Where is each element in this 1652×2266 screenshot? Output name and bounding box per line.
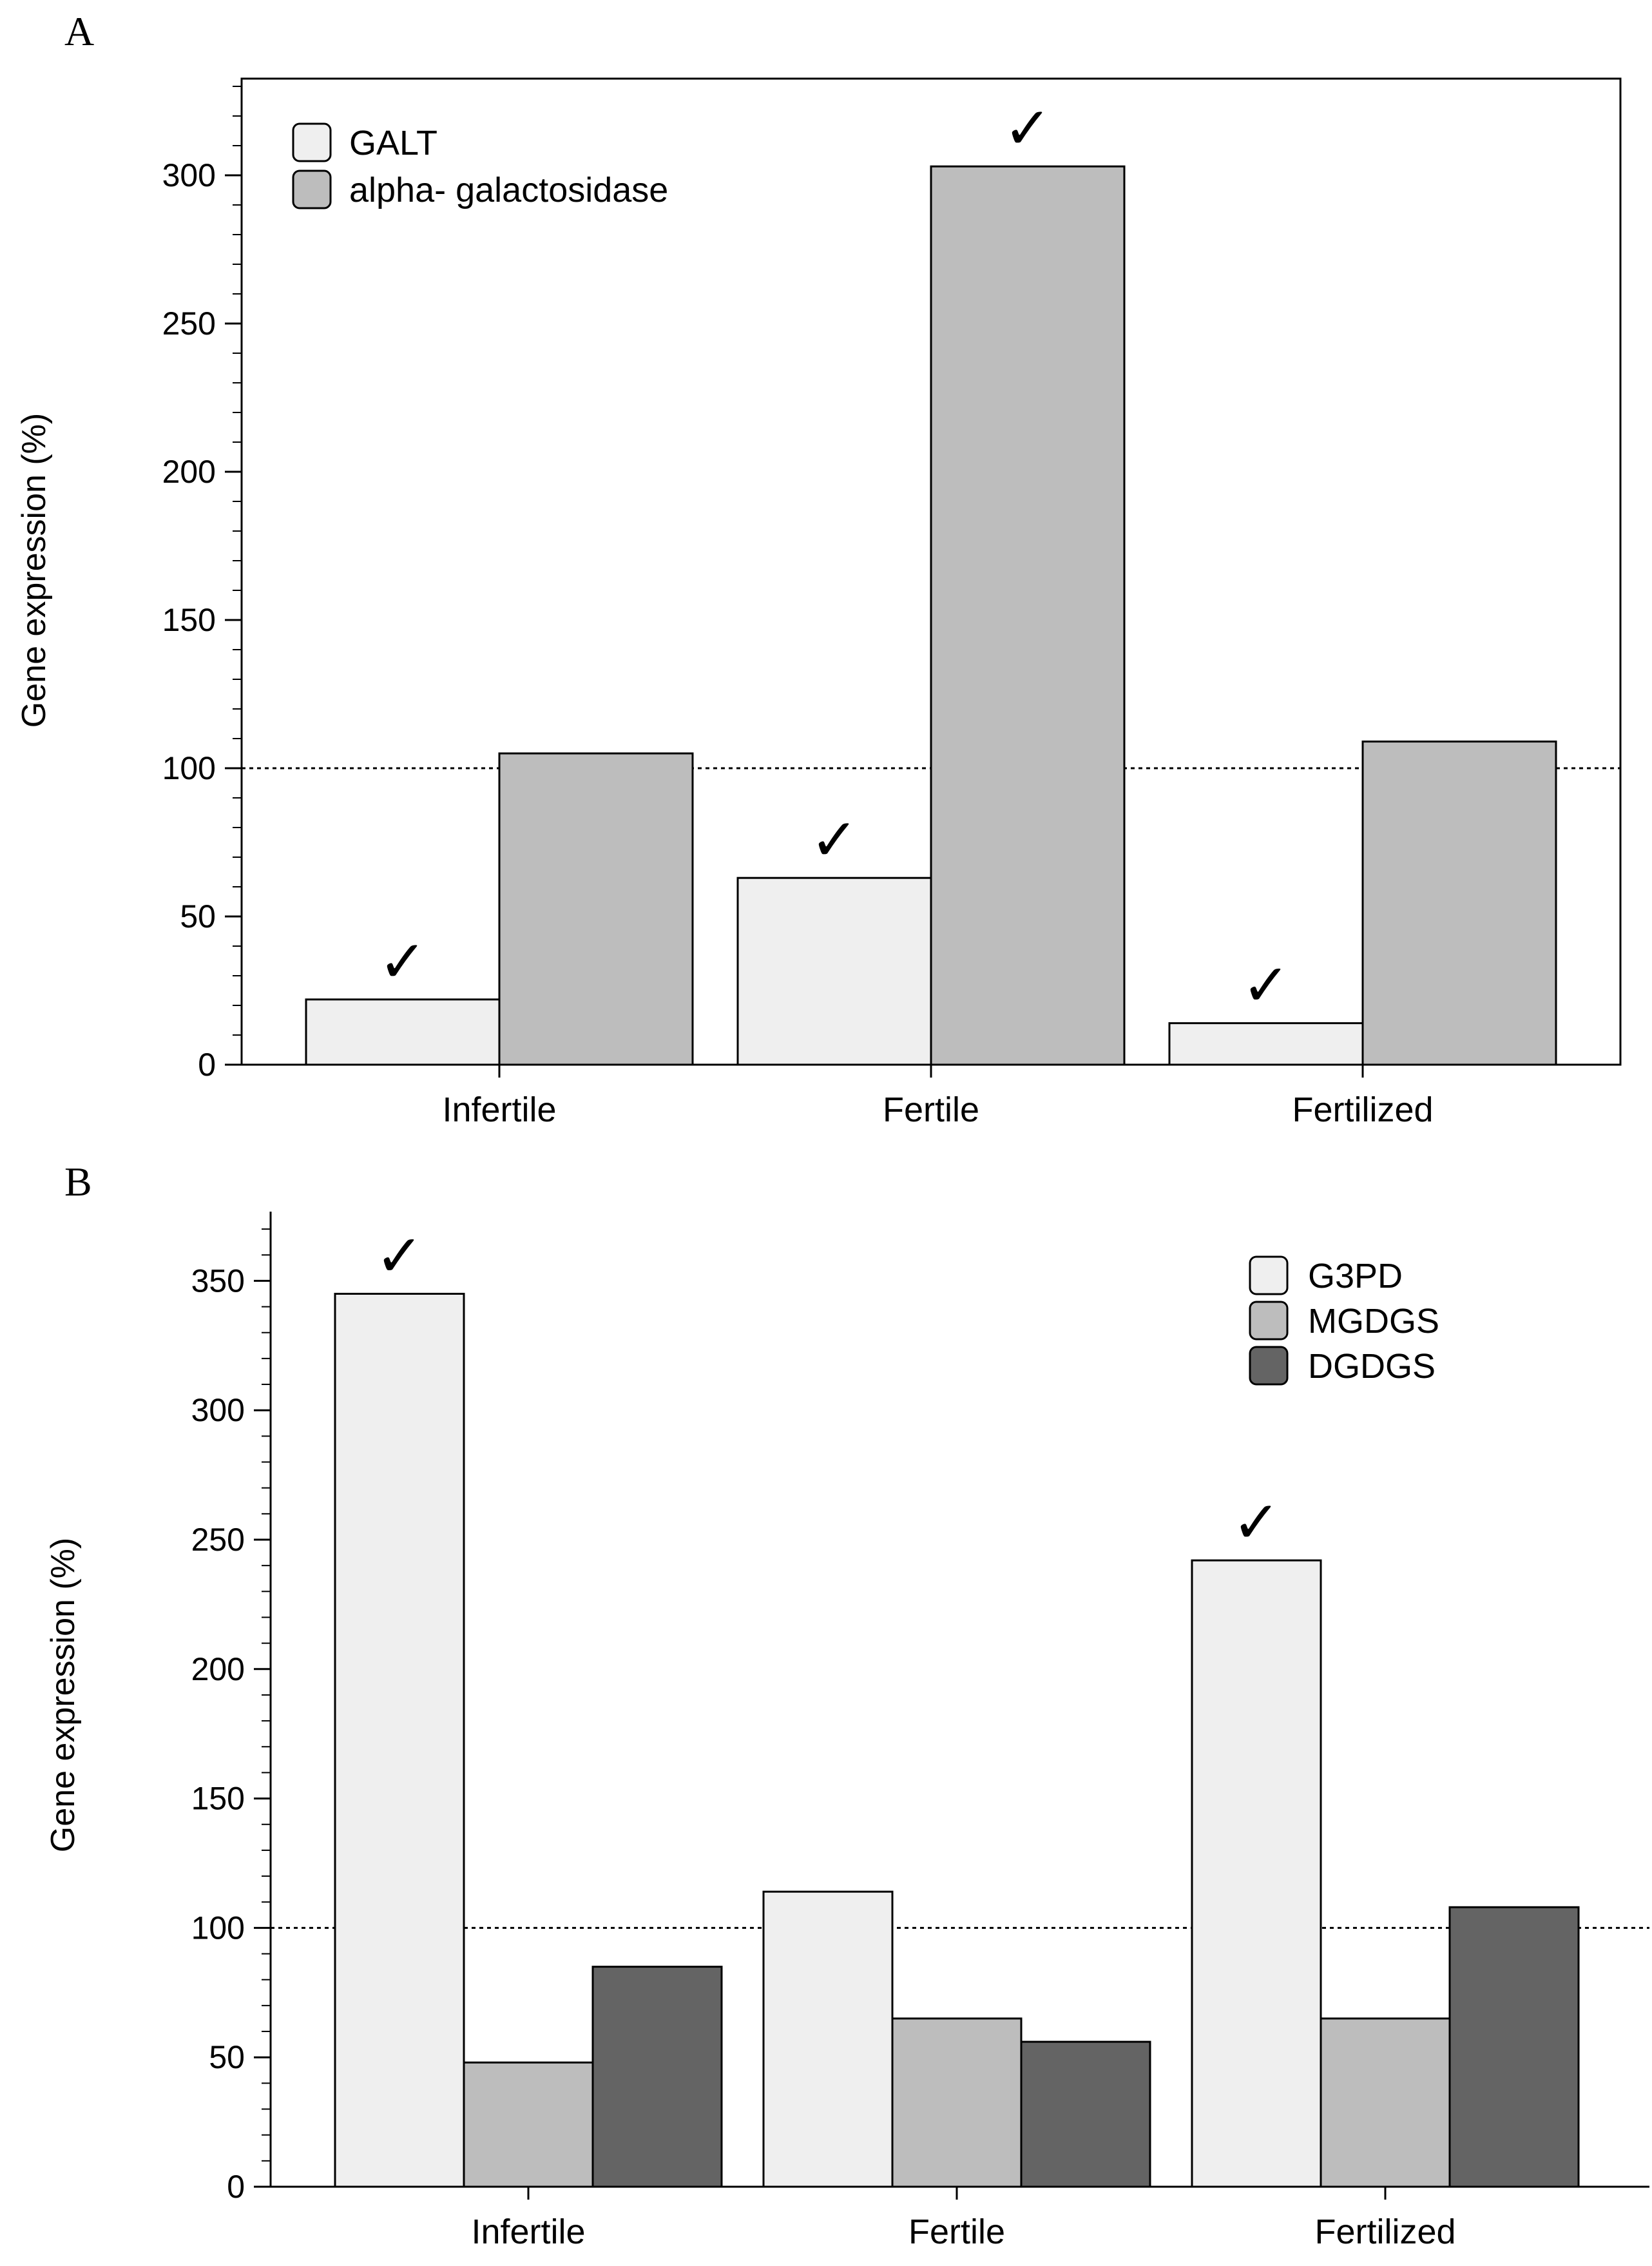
legend-swatch-mgdgs xyxy=(1249,1301,1289,1341)
panel-b-label: B xyxy=(64,1159,92,1205)
panel-a-x-axis: Infertile Fertile Fertilized xyxy=(442,1065,1434,1129)
x-tick-label-infertile: Infertile xyxy=(471,2213,585,2251)
bar-mgdgs-fertilized xyxy=(1320,2017,1451,2188)
significance-checkmark: ✓ xyxy=(810,806,858,874)
legend-swatch-galt xyxy=(292,122,332,162)
bar-dgdgs-infertile xyxy=(591,1966,723,2188)
bar-mgdgs-fertile xyxy=(891,2017,1023,2188)
y-tick-label: 350 xyxy=(191,1263,245,1299)
legend-swatch-alpha-galactosidase xyxy=(292,169,332,209)
y-tick-label: 0 xyxy=(198,1047,216,1083)
y-tick-label: 200 xyxy=(191,1651,245,1687)
bar-mgdgs-infertile xyxy=(463,2061,594,2188)
bar-dgdgs-fertilized xyxy=(1448,1906,1580,2188)
legend-label-dgdgs: DGDGS xyxy=(1308,1347,1436,1386)
y-tick-label: 250 xyxy=(191,1522,245,1558)
panel-a-bars xyxy=(305,165,1557,1066)
significance-checkmark: ✓ xyxy=(1232,1489,1280,1556)
panel-b-y-axis-title: Gene expression (%) xyxy=(44,1538,82,1852)
y-tick-label: 300 xyxy=(162,157,216,193)
panel-b-y-axis: 0 50 100 150 200 250 300 350 xyxy=(191,1228,271,2205)
x-tick-label-fertile: Fertile xyxy=(908,2213,1005,2251)
bar-alpha-galactosidase-fertile xyxy=(930,165,1126,1066)
panel-b-bars xyxy=(334,1292,1580,2188)
panel-a: A ✓ ✓ ✓ ✓ 0 50 100 150 200 250 300 Infertile Ferti… xyxy=(15,8,1622,1129)
panel-a-label: A xyxy=(64,8,94,54)
panel-a-y-axis: 0 50 100 150 200 250 300 xyxy=(162,86,242,1083)
significance-checkmark: ✓ xyxy=(1003,95,1052,162)
y-tick-label: 100 xyxy=(191,1910,245,1946)
bar-galt-fertile xyxy=(736,876,932,1066)
y-tick-label: 50 xyxy=(180,898,216,934)
y-tick-label: 150 xyxy=(191,1781,245,1817)
legend-swatch-dgdgs xyxy=(1249,1346,1289,1386)
x-tick-label-infertile: Infertile xyxy=(442,1090,556,1129)
panel-a-checkmarks: ✓ ✓ ✓ ✓ xyxy=(378,95,1290,1019)
y-tick-label: 250 xyxy=(162,305,216,342)
x-tick-label-fertilized: Fertilized xyxy=(1314,2213,1455,2251)
bar-dgdgs-fertile xyxy=(1020,2040,1151,2188)
legend-label-mgdgs: MGDGS xyxy=(1308,1302,1439,1341)
panel-b-x-axis: Infertile Fertile Fertilized xyxy=(471,2187,1456,2251)
bar-alpha-galactosidase-fertilized xyxy=(1361,741,1557,1066)
x-tick-label-fertilized: Fertilized xyxy=(1292,1090,1433,1129)
legend-label-galt: GALT xyxy=(349,124,437,162)
y-tick-label: 300 xyxy=(191,1392,245,1428)
y-tick-label: 200 xyxy=(162,454,216,490)
panel-b-legend: G3PD MGDGS DGDGS xyxy=(1249,1255,1439,1386)
significance-checkmark: ✓ xyxy=(375,1222,423,1290)
legend-swatch-g3pd xyxy=(1249,1255,1289,1295)
y-tick-label: 150 xyxy=(162,602,216,638)
panel-b-checkmarks: ✓✓ xyxy=(375,1222,1280,1556)
significance-checkmark: ✓ xyxy=(378,928,427,996)
legend-label-g3pd: G3PD xyxy=(1308,1257,1403,1295)
significance-checkmark: ✓ xyxy=(1242,952,1290,1020)
x-tick-label-fertile: Fertile xyxy=(883,1090,979,1129)
legend-label-alpha-galactosidase: alpha- galactosidase xyxy=(349,171,668,209)
bar-g3pd-fertilized xyxy=(1191,1559,1322,2188)
y-tick-label: 0 xyxy=(227,2169,245,2205)
y-tick-label: 100 xyxy=(162,750,216,786)
panel-a-y-axis-title: Gene expression (%) xyxy=(15,413,53,728)
bar-g3pd-infertile xyxy=(334,1292,465,2188)
bar-alpha-galactosidase-infertile xyxy=(498,752,694,1066)
bar-galt-infertile xyxy=(305,998,501,1066)
y-tick-label: 50 xyxy=(209,2039,245,2075)
bar-galt-fertilized xyxy=(1168,1022,1364,1066)
panel-a-legend: GALT alpha- galactosidase xyxy=(292,122,668,209)
bar-g3pd-fertile xyxy=(762,1890,894,2188)
